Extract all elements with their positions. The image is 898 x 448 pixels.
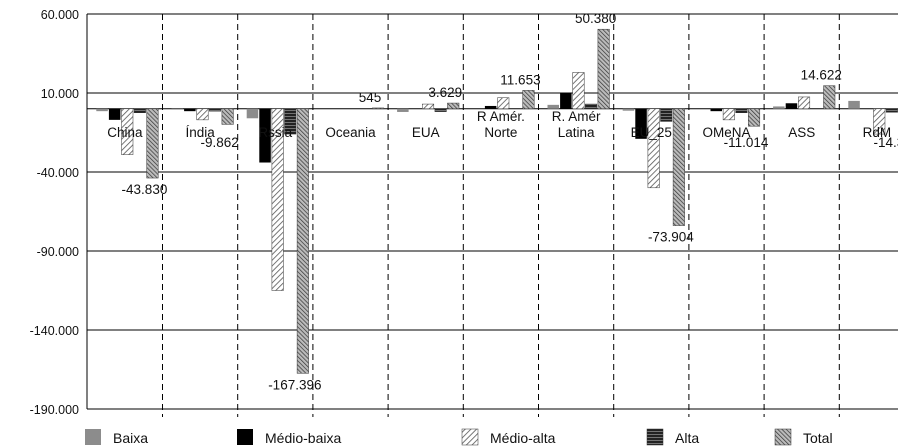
bar-m-dio-alta [271,108,284,291]
bar-total [372,107,385,110]
bar-total [447,102,460,110]
bar-baixa [547,104,559,109]
category-labels: China Índia Rssia Oceania EUA R Amér. Norte R. … [107,109,891,140]
legend-label: Baixa [113,430,148,446]
total-value-label: -43.830 [122,182,168,197]
bar-total [823,85,836,110]
total-value-label: -11.014 [724,135,769,150]
total-value-label: 50.380 [575,11,616,26]
category-label: Rssia [258,125,292,140]
bar-alta [209,108,222,112]
legend-swatch [774,428,792,446]
category-label: Índia [185,125,215,140]
total-value-label: 11.653 [500,72,540,87]
bar-alta [434,108,447,112]
legend-item-baixa: Baixa [85,429,148,446]
total-value-label: 545 [359,90,382,105]
legend-item-total: Total [774,428,833,446]
bar-alta [284,108,297,135]
bar-m-dio-baixa [635,108,647,139]
total-value-label: 14.622 [801,68,842,83]
bar-m-dio-baixa [184,108,196,112]
category-label: OMeNA [702,125,750,140]
category-label: R Amér. Norte [477,109,525,140]
legend-item-alta: Alta [646,428,699,446]
y-tick-label: -90.000 [37,245,79,259]
bar-total [146,108,159,179]
bar-m-dio-alta [121,108,134,155]
bars [96,28,898,374]
y-tick-label: -190.000 [30,403,79,417]
bar-total [296,108,309,374]
bar-m-dio-baixa [560,93,572,109]
bar-m-dio-alta [422,103,435,110]
bar-m-dio-alta [196,108,209,121]
total-value-label: -167.396 [268,377,321,392]
y-tick-label: -40.000 [37,166,79,180]
gridlines [87,13,898,410]
category-label: ASS [788,125,815,140]
legend-item-m-dio-baixa: Médio-baixa [237,429,341,446]
category-label: EUA [412,125,440,140]
legend-swatch [85,429,101,445]
bar-m-dio-alta [497,97,510,110]
bar-alta [885,108,898,113]
category-label: China [107,125,143,140]
total-value-label: 3.629 [428,85,462,100]
category-label: R. Amér Latina [552,109,601,140]
bar-alta [735,108,748,114]
legend-label: Médio-alta [490,430,556,446]
legend-swatch [461,428,479,446]
legend-label: Total [803,430,833,446]
y-tick-label: 60.000 [41,8,79,22]
bar-m-dio-alta [572,72,585,110]
bar-baixa [848,100,860,109]
bar-alta [660,108,673,122]
y-tick-label: -140.000 [30,324,79,338]
bar-baixa [171,108,183,110]
bar-baixa [773,106,785,109]
bar-baixa [397,108,409,112]
bar-total [597,28,610,110]
category-label: Oceania [325,125,376,140]
bar-alta [585,103,598,110]
legend-item-m-dio-alta: Médio-alta [461,428,556,446]
bar-m-dio-baixa [259,108,271,163]
bar-total [221,108,234,125]
bar-m-dio-baixa [785,103,798,109]
legend-swatch [237,429,253,445]
category-label: RdM [863,125,892,140]
bar-m-dio-baixa [710,108,722,112]
bar-baixa [246,108,259,119]
legend-label: Médio-baixa [265,430,341,446]
bar-m-dio-alta [647,108,660,189]
legend-label: Alta [675,430,699,446]
bar-m-dio-alta [798,96,811,110]
y-axis: 60.000 10.000 -40.000 -90.000 -140.000 -190.0… [30,8,88,417]
bar-baixa [622,108,635,111]
legend-swatch [646,428,664,446]
bar-total [672,108,685,226]
bar-total [522,90,535,110]
total-value-label: -14.301 [874,135,898,150]
total-labels: -43.830 -9.862 -167.396 545 3.629 11.653 50.38… [122,11,898,392]
y-tick-label: 10.000 [41,87,79,101]
total-value-label: -9.862 [201,135,239,150]
bar-m-dio-baixa [484,105,497,109]
legend: Baixa Médio-baixa Médio-alta Alta Total [85,428,833,446]
bar-m-dio-baixa [108,108,121,120]
bar-m-dio-alta [873,108,886,135]
region-separators [162,14,840,417]
bar-baixa [96,108,108,112]
bar-m-dio-alta [722,108,735,121]
bar-total [748,108,761,127]
total-value-label: -73.904 [648,230,694,245]
category-label: EU_25 [631,125,672,140]
bar-alta [133,108,146,114]
